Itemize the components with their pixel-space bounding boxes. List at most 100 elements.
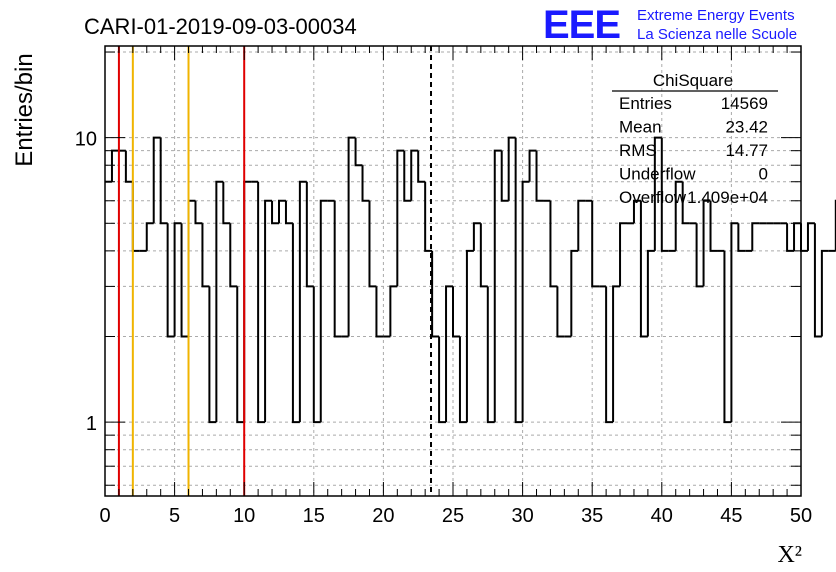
stats-box: ChiSquare Entries 14569 Mean 23.42 RMS 14.77 U…: [612, 71, 778, 207]
histogram-bin: [257, 181, 266, 424]
x-tick-label: 10: [233, 505, 255, 527]
stats-title: ChiSquare: [653, 71, 733, 90]
histogram-bin: [458, 336, 467, 424]
histogram-bin: [730, 222, 739, 423]
histogram-bin: [653, 136, 662, 251]
stats-row-value: 14569: [721, 94, 768, 113]
histogram-bin: [479, 223, 488, 288]
stats-row-label: Underflow: [619, 165, 696, 184]
histogram-bin: [173, 222, 182, 337]
histogram-bin: [284, 200, 293, 225]
stats-row-label: RMS: [619, 141, 657, 160]
histogram-bin: [556, 286, 565, 338]
histogram-bin: [201, 223, 210, 288]
histogram-bin: [180, 223, 189, 338]
histogram-bin: [486, 286, 495, 424]
eee-logo: EEE Extreme Energy Events La Scienza nel…: [543, 3, 797, 47]
histogram-bin: [389, 285, 398, 337]
histogram-bin: [145, 222, 154, 251]
x-tick-label: 0: [99, 505, 110, 527]
histogram-bin: [806, 222, 815, 251]
histogram-bin: [361, 165, 370, 202]
histogram-bin: [431, 250, 440, 338]
histogram-bin: [403, 150, 412, 202]
histogram-bin: [347, 136, 356, 337]
histogram-bin: [521, 180, 530, 423]
histogram-bin: [605, 286, 614, 424]
stats-row-value: 14.77: [725, 141, 768, 160]
histogram-bin: [612, 285, 621, 423]
histogram-bin: [695, 223, 704, 288]
histogram-bin: [278, 199, 286, 224]
histogram-bin: [124, 150, 133, 183]
histogram-bin: [737, 223, 746, 252]
histogram-bin: [208, 286, 217, 424]
stats-row-value: 0: [759, 165, 768, 184]
histogram-bin: [702, 199, 711, 287]
histogram-bin: [591, 200, 600, 288]
marker-lines: [117, 46, 433, 496]
histogram-bin: [674, 180, 683, 251]
histogram-bin: [110, 149, 119, 182]
x-tick-label: 5: [169, 505, 180, 527]
histogram-bin: [445, 285, 453, 423]
histogram-bin: [187, 199, 196, 337]
tick-labels: 0 5 10 15 20 25 30 35 40 45 50 1 10: [75, 129, 812, 527]
histogram-bin: [159, 137, 168, 225]
histogram-bin: [800, 223, 808, 252]
histogram-bin: [166, 223, 175, 338]
histogram-bin: [152, 136, 161, 224]
x-tick-label: 25: [442, 505, 464, 527]
histogram-bin: [514, 137, 523, 424]
histogram-bin: [424, 181, 433, 252]
histogram-bin: [215, 180, 224, 423]
histogram-bin: [264, 199, 273, 423]
histogram-bin: [417, 150, 426, 183]
x-tick-label: 30: [511, 505, 533, 527]
histogram-bin: [820, 249, 829, 337]
stats-row-label: Entries: [619, 94, 672, 113]
x-tick-label: 45: [720, 505, 742, 527]
histogram-bin: [354, 137, 363, 167]
histogram-bin: [236, 286, 245, 424]
histogram-bin: [646, 249, 655, 337]
stats-row-label: Overflow: [619, 188, 687, 207]
histogram-bin: [298, 180, 307, 423]
x-tick-label: 40: [651, 505, 673, 527]
histogram-bin: [570, 249, 579, 337]
histogram-bin: [319, 199, 328, 423]
x-axis-label: X²: [777, 542, 802, 568]
histogram-bin: [619, 222, 627, 287]
histogram-bin: [368, 200, 377, 288]
eee-logo-mark: EEE: [543, 3, 620, 47]
histogram-bin: [632, 199, 641, 224]
histogram-bin: [222, 181, 231, 225]
x-tick-label: 35: [581, 505, 603, 527]
histogram-bin: [312, 286, 321, 424]
histogram-bin: [229, 223, 238, 288]
stats-row-value: 23.42: [725, 118, 768, 137]
histogram-bin: [472, 222, 481, 251]
logo-line-1: Extreme Energy Events: [637, 7, 795, 24]
y-tick-label: 10: [75, 129, 97, 151]
chart-title: CARI-01-2019-09-03-00034: [84, 14, 357, 39]
histogram-bin: [549, 200, 558, 288]
histogram-bin: [751, 222, 760, 251]
histogram: [105, 136, 836, 424]
histogram-bin: [131, 181, 140, 252]
y-tick-label: 1: [86, 413, 97, 435]
histogram-bin: [813, 223, 822, 338]
histogram-bin: [291, 223, 300, 424]
histogram-bin: [639, 200, 648, 338]
histogram-bin: [305, 181, 314, 288]
histogram-bin: [709, 200, 718, 252]
histogram-bin: [410, 149, 419, 201]
histogram-bin: [660, 137, 669, 252]
x-tick-label: 20: [372, 505, 394, 527]
histogram-bin: [793, 222, 801, 251]
x-tick-label: 15: [303, 505, 325, 527]
histogram-bin: [438, 336, 447, 424]
histogram-bin: [493, 149, 502, 423]
histogram-bin: [333, 200, 342, 338]
